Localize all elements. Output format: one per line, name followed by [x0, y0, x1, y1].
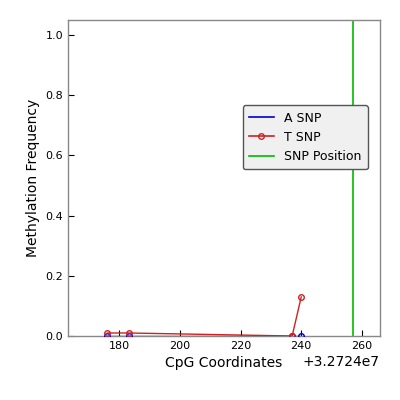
Legend: A SNP, T SNP, SNP Position: A SNP, T SNP, SNP Position	[243, 105, 368, 169]
Y-axis label: Methylation Frequency: Methylation Frequency	[26, 99, 40, 257]
X-axis label: CpG Coordinates: CpG Coordinates	[165, 356, 283, 370]
